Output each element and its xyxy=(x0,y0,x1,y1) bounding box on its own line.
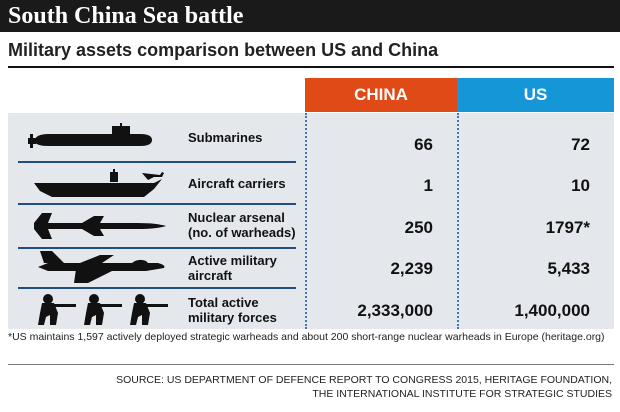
row-label-line: Submarines xyxy=(188,130,263,145)
row-label-line: Active military xyxy=(188,253,277,268)
column-divider-us xyxy=(457,113,459,329)
table-row-military-forces: Total active military forces 2,333,000 1… xyxy=(8,289,614,329)
subtitle-divider xyxy=(8,66,614,68)
row-label: Active military aircraft xyxy=(188,253,313,283)
row-label-line: military forces xyxy=(188,310,277,325)
row-divider xyxy=(18,247,296,249)
row-label-line: Aircraft carriers xyxy=(188,176,286,191)
submarine-icon xyxy=(28,123,152,148)
row-label-line: aircraft xyxy=(188,268,233,283)
column-header-us: US xyxy=(457,78,614,112)
china-value: 250 xyxy=(404,218,433,237)
row-label: Total active military forces xyxy=(188,295,313,325)
table-row-nuclear-arsenal: Nuclear arsenal (no. of warheads) 250 17… xyxy=(8,205,614,247)
aircraft-carrier-icon xyxy=(34,169,164,197)
china-value: 2,239 xyxy=(390,259,433,278)
row-divider xyxy=(18,203,296,205)
row-label-line: Nuclear arsenal xyxy=(188,210,285,225)
title-bar: South China Sea battle xyxy=(0,0,620,32)
fighter-jet-icon xyxy=(38,251,165,283)
table-row-aircraft-carriers: Aircraft carriers 1 10 xyxy=(8,163,614,203)
row-label: Nuclear arsenal (no. of warheads) xyxy=(188,210,313,240)
row-divider xyxy=(18,287,296,289)
row-label-line: (no. of warheads) xyxy=(188,225,296,240)
column-divider-china xyxy=(305,113,307,329)
row-label: Aircraft carriers xyxy=(188,176,313,191)
china-value: 1 xyxy=(423,176,433,195)
us-value: 1797* xyxy=(545,218,590,237)
us-value: 1,400,000 xyxy=(514,301,590,320)
column-header-china: CHINA xyxy=(305,78,457,112)
us-value: 5,433 xyxy=(547,259,590,278)
table-row-submarines: Submarines 66 72 xyxy=(8,113,614,161)
china-value: 2,333,000 xyxy=(357,301,433,320)
row-divider xyxy=(18,161,296,163)
page-subtitle: Military assets comparison between US an… xyxy=(8,40,439,60)
comparison-table xyxy=(8,113,614,329)
china-value: 66 xyxy=(414,135,433,154)
source-line: THE INTERNATIONAL INSTITUTE FOR STRATEGI… xyxy=(312,388,612,400)
source-line: SOURCE: US DEPARTMENT OF DEFENCE REPORT … xyxy=(116,374,612,386)
source-divider xyxy=(8,364,614,365)
row-label: Submarines xyxy=(188,130,313,145)
soldiers-icon xyxy=(38,294,168,325)
us-value: 72 xyxy=(571,135,590,154)
footnote: *US maintains 1,597 actively deployed st… xyxy=(8,331,605,343)
row-label-line: Total active xyxy=(188,295,259,310)
page-title: South China Sea battle xyxy=(8,3,244,29)
us-value: 10 xyxy=(571,176,590,195)
missile-icon xyxy=(34,213,166,239)
table-row-military-aircraft: Active military aircraft 2,239 5,433 xyxy=(8,249,614,287)
